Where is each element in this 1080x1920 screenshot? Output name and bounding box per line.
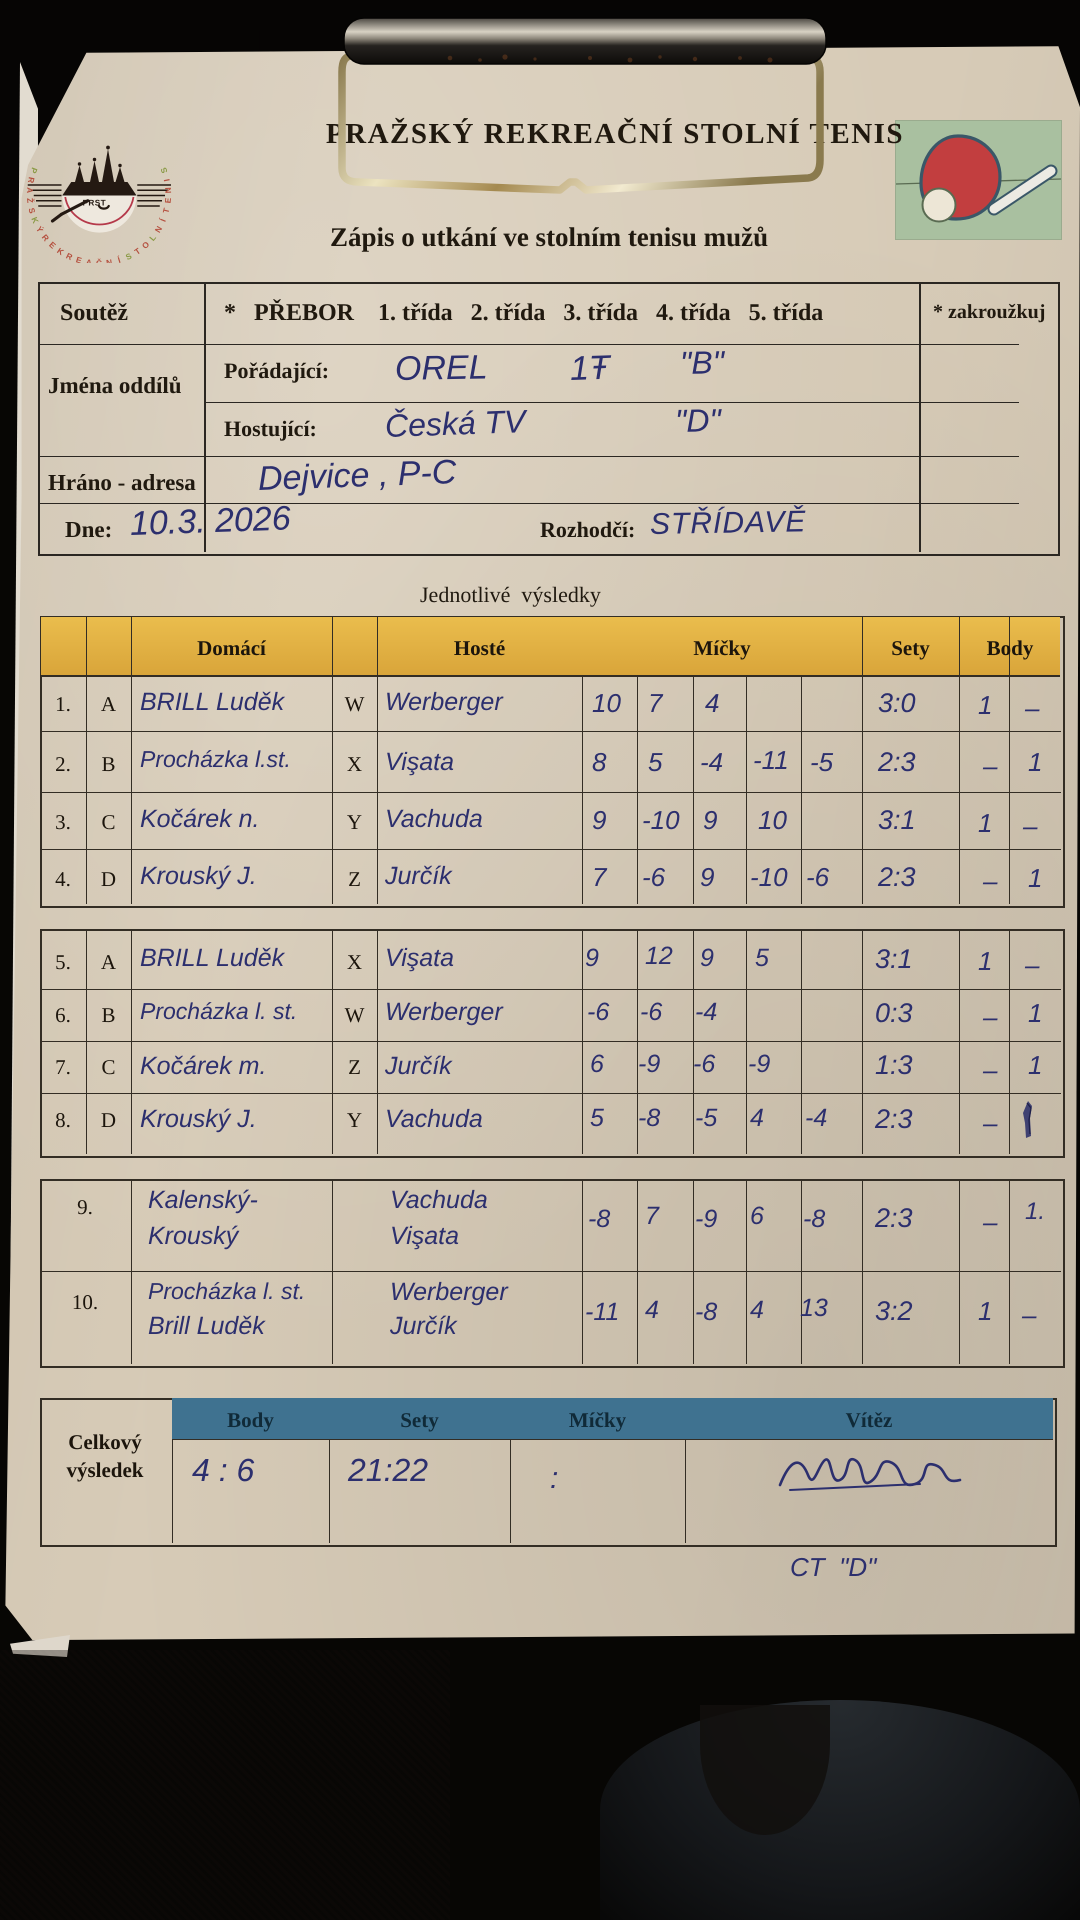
svg-text:L: L [148,233,158,243]
svg-text:R: R [40,233,51,243]
svg-text:Í: Í [117,255,123,263]
svg-text:Ý: Ý [34,225,45,235]
svg-text:A: A [85,258,92,263]
svg-text:P: P [28,166,38,174]
svg-text:K: K [55,247,65,258]
svg-text:N: N [106,258,113,263]
svg-text:E: E [47,240,57,250]
svg-text:T: T [162,207,172,214]
svg-text:S: S [159,166,169,174]
svg-text:S: S [125,252,134,262]
svg-text:N: N [164,187,173,193]
svg-text:O: O [141,240,152,251]
svg-text:N: N [154,225,165,235]
svg-text:K: K [29,216,40,225]
svg-text:Č: Č [96,259,102,264]
svg-text:PRST: PRST [83,199,107,208]
svg-text:S: S [26,207,36,214]
svg-text:E: E [75,256,83,263]
svg-text:A: A [25,187,34,193]
svg-text:R: R [64,252,73,263]
svg-text:I: I [163,178,172,182]
svg-text:E: E [164,197,173,203]
svg-text:R: R [26,176,36,184]
svg-text:Ž: Ž [25,198,35,204]
svg-text:Í: Í [158,217,168,223]
svg-text:T: T [133,247,142,257]
